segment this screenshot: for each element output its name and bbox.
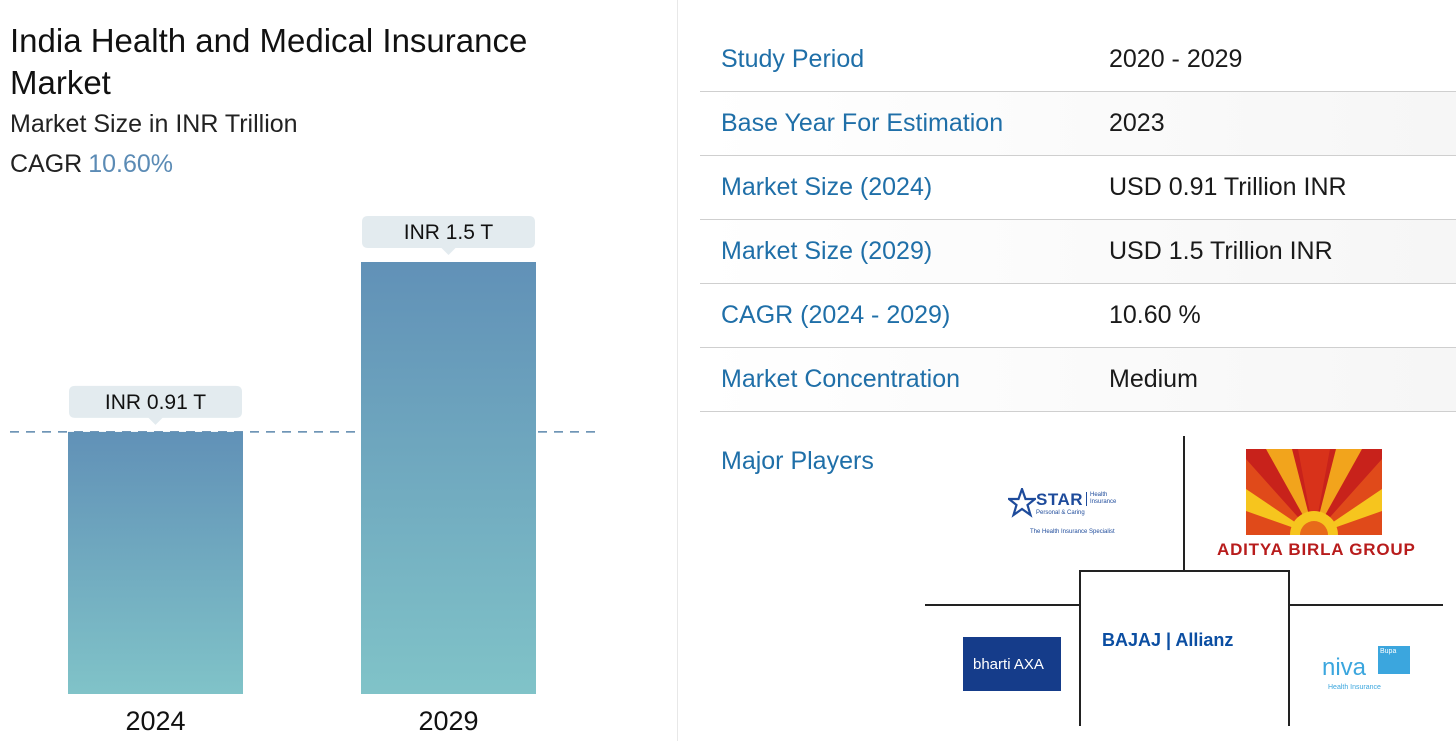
niva-tagline: Health Insurance	[1328, 684, 1381, 691]
row-key: Study Period	[721, 45, 865, 73]
data-label: INR 1.5 T	[404, 221, 494, 244]
logo-divider-vertical	[1183, 436, 1185, 571]
x-tick-label: 2029	[418, 706, 478, 736]
table-row: Study Period 2020 - 2029	[700, 28, 1456, 92]
aditya-birla-logo	[1246, 449, 1382, 535]
table-row: Market Concentration Medium	[700, 348, 1456, 412]
cagr-value: 10.60%	[88, 150, 174, 178]
chart-title: India Health and Medical Insurance Marke…	[10, 22, 528, 101]
row-value: 2020 - 2029	[1109, 45, 1243, 73]
row-key: Base Year For Estimation	[721, 109, 1004, 137]
star-sub2: Personal & Caring	[1036, 510, 1085, 516]
aditya-birla-name: ADITYA BIRLA GROUP	[1217, 540, 1416, 559]
data-label-bubble	[69, 385, 242, 425]
cagr-label: CAGR	[10, 150, 83, 178]
cagr-line: CAGR 10.60%	[10, 150, 173, 179]
bupa-badge: Bupa	[1378, 646, 1410, 674]
logo-box-right	[1288, 570, 1290, 726]
star-name: STAR	[1036, 490, 1084, 509]
sun-emblem-icon	[1246, 449, 1382, 535]
bajaj-allianz-logo: BAJAJ | Allianz	[1102, 630, 1234, 650]
bar-2024	[68, 431, 243, 694]
panel-divider	[677, 0, 678, 741]
logo-box-left	[1079, 570, 1081, 726]
major-players-label: Major Players	[721, 447, 874, 475]
chart-panel: India Health and Medical Insurance Marke…	[0, 0, 680, 741]
row-value: 2023	[1109, 109, 1165, 137]
bar-chart: INR 0.91 T 2024 INR 1.5 T 2029	[10, 216, 600, 736]
x-tick-label: 2024	[125, 706, 185, 736]
table-row: Base Year For Estimation 2023	[700, 92, 1456, 156]
star-tagline: The Health Insurance Specialist	[1030, 529, 1115, 535]
row-key: CAGR (2024 - 2029)	[721, 301, 951, 329]
table-row: Market Size (2024) USD 0.91 Trillion INR	[700, 156, 1456, 220]
row-value: USD 0.91 Trillion INR	[1109, 173, 1347, 201]
star-icon	[1008, 488, 1036, 518]
data-label-bubble	[362, 216, 535, 255]
row-value: USD 1.5 Trillion INR	[1109, 237, 1333, 265]
row-key: Market Concentration	[721, 365, 961, 393]
data-label: INR 0.91 T	[105, 391, 206, 414]
logo-divider-horizontal-right	[1289, 604, 1443, 606]
chart-subtitle: Market Size in INR Trillion	[10, 110, 298, 138]
row-value: 10.60 %	[1109, 301, 1201, 329]
bharti-axa-name: bharti AXA	[973, 656, 1044, 673]
row-value: Medium	[1109, 365, 1198, 393]
bharti-axa-logo: bharti AXA	[963, 637, 1061, 691]
star-health-logo: STAR Health Insurance Personal & Caring …	[1008, 488, 1128, 540]
row-key: Market Size (2029)	[721, 237, 933, 265]
info-table: Study Period 2020 - 2029 Base Year For E…	[700, 28, 1456, 412]
logo-divider-horizontal-left	[925, 604, 1080, 606]
table-row: CAGR (2024 - 2029) 10.60 %	[700, 284, 1456, 348]
row-key: Market Size (2024)	[721, 173, 933, 201]
table-row: Market Size (2029) USD 1.5 Trillion INR	[700, 220, 1456, 284]
star-sub: Health Insurance	[1086, 492, 1126, 506]
bar-2029	[361, 262, 536, 694]
niva-name: niva	[1322, 654, 1367, 681]
niva-bupa-logo: niva Bupa Health Insurance	[1320, 646, 1415, 694]
logo-box-top	[1079, 570, 1290, 572]
